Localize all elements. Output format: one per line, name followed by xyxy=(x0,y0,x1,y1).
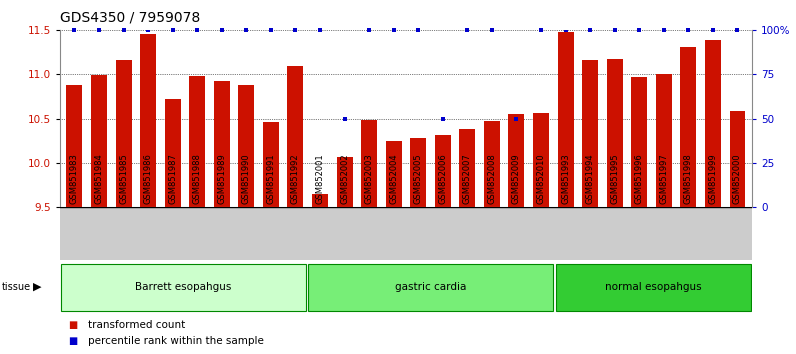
Text: tissue: tissue xyxy=(2,282,31,292)
Bar xyxy=(214,81,230,207)
Bar xyxy=(656,74,672,207)
Bar xyxy=(189,76,205,207)
Bar xyxy=(435,135,451,207)
Text: ▶: ▶ xyxy=(33,282,42,292)
Bar xyxy=(533,113,549,207)
Text: ■: ■ xyxy=(68,320,77,330)
FancyBboxPatch shape xyxy=(556,264,751,311)
Text: transformed count: transformed count xyxy=(88,320,185,330)
FancyBboxPatch shape xyxy=(61,264,306,311)
Text: normal esopahgus: normal esopahgus xyxy=(605,282,701,292)
Bar xyxy=(582,60,598,207)
Bar xyxy=(681,47,696,207)
Bar xyxy=(238,85,254,207)
Bar xyxy=(312,194,328,207)
Bar xyxy=(631,77,647,207)
Text: Barrett esopahgus: Barrett esopahgus xyxy=(135,282,232,292)
Bar xyxy=(337,156,353,207)
Bar xyxy=(263,122,279,207)
Bar xyxy=(509,114,525,207)
Bar xyxy=(705,40,721,207)
Bar xyxy=(287,67,303,207)
Bar xyxy=(115,60,131,207)
Bar xyxy=(484,121,500,207)
Bar xyxy=(410,138,426,207)
FancyBboxPatch shape xyxy=(308,264,553,311)
Text: percentile rank within the sample: percentile rank within the sample xyxy=(88,336,263,346)
Bar xyxy=(140,34,156,207)
Text: GDS4350 / 7959078: GDS4350 / 7959078 xyxy=(60,11,200,25)
Text: ■: ■ xyxy=(68,336,77,346)
Bar xyxy=(558,32,574,207)
Bar xyxy=(729,111,746,207)
Bar xyxy=(607,59,622,207)
Bar xyxy=(165,99,181,207)
Bar xyxy=(386,141,402,207)
Bar xyxy=(361,120,377,207)
Bar xyxy=(66,85,83,207)
Bar xyxy=(459,129,475,207)
Text: gastric cardia: gastric cardia xyxy=(395,282,466,292)
Bar xyxy=(91,75,107,207)
